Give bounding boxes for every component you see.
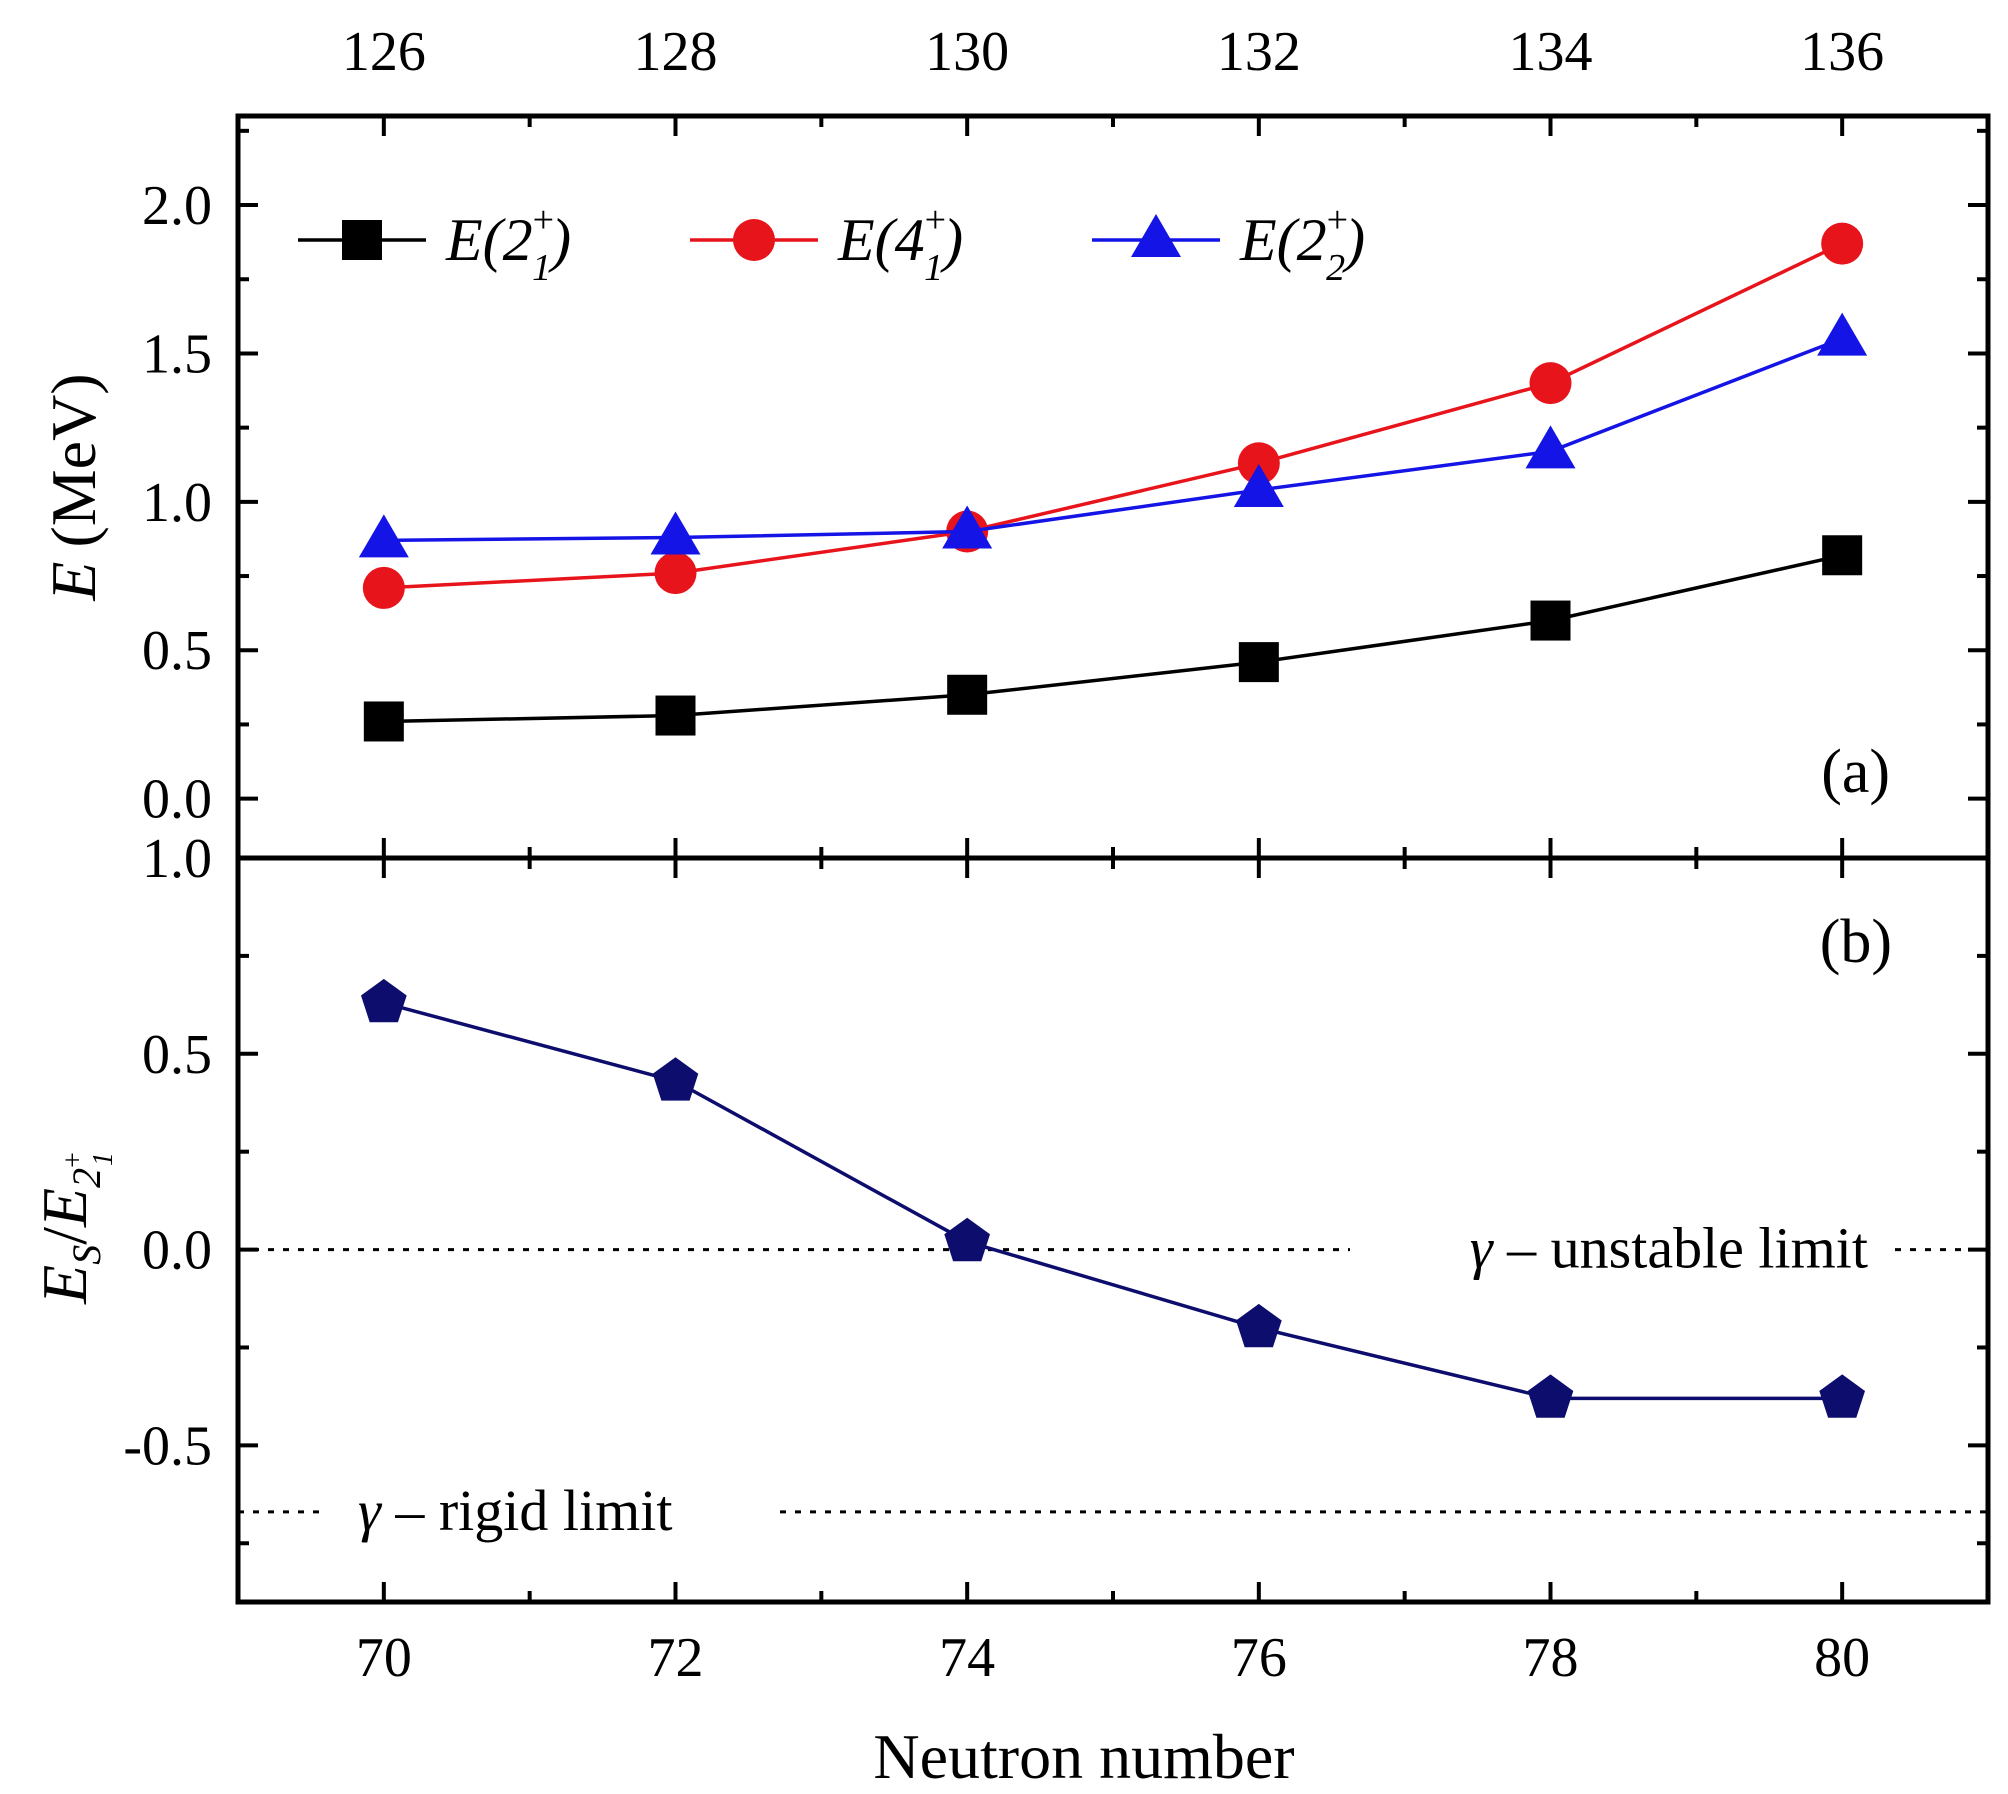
y-tick-label: 1.0: [142, 828, 212, 890]
panel-a: 0.0 0.5 1.0 1.5 2.0 126 128 130 132 134 136 (a) E(…: [38, 21, 1991, 861]
y-tick-label: 1.0: [142, 472, 212, 534]
x-tick-label: 80: [1814, 1627, 1870, 1689]
data-point-circle: [362, 566, 405, 609]
legend-marker-circle: [733, 219, 775, 261]
data-point-square: [655, 695, 696, 736]
top-x-tick-label: 136: [1800, 21, 1884, 83]
panel-b-series: [361, 978, 1865, 1418]
x-axis-title: Neutron number: [873, 1721, 1294, 1792]
panel-b-y-axis-title: ES/E2+1: [29, 1152, 119, 1305]
limit-text-rest: – rigid limit: [381, 1478, 673, 1543]
data-point-circle: [654, 552, 697, 595]
top-x-tick-label: 126: [342, 21, 426, 83]
legend-label-sub: 2: [1326, 247, 1345, 289]
limit-text-rest: – unstable limit: [1493, 1216, 1868, 1281]
data-point-triangle: [1525, 425, 1576, 469]
data-point-square: [1238, 642, 1279, 683]
data-point-circle: [1237, 442, 1280, 485]
data-point-pentagon: [652, 1057, 699, 1101]
gamma-unstable-label: γ – unstable limit: [1470, 1216, 1868, 1281]
legend-label-close: ): [548, 207, 571, 273]
data-point-pentagon: [1236, 1303, 1282, 1348]
y-tick-label: 1.5: [142, 323, 212, 385]
gamma-symbol: γ: [1470, 1216, 1495, 1281]
series-line-circle: [383, 242, 1843, 590]
x-tick-label: 70: [356, 1627, 412, 1689]
y-tick-label: 0.0: [142, 1220, 212, 1282]
legend-label-sup: +: [925, 199, 946, 241]
data-point-triangle: [650, 511, 701, 555]
x-tick-label: 72: [648, 1627, 704, 1689]
series-line-pentagon: [383, 1001, 1843, 1401]
panel-b-tick-labels: -0.5 0.0 0.5 1.0 70 72 74 76 78 80: [123, 828, 1870, 1689]
data-point-triangle: [942, 505, 993, 549]
top-x-tick-label: 134: [1509, 21, 1593, 83]
x-tick-label: 74: [939, 1627, 995, 1689]
legend-label-close: ): [1342, 207, 1365, 273]
legend-marker-square: [342, 220, 382, 260]
x-tick-label: 78: [1523, 1627, 1579, 1689]
legend-label-base: E(2: [445, 207, 533, 273]
legend-label-base: E(2: [1239, 207, 1327, 273]
data-point-square: [1822, 535, 1863, 576]
y-tick-label: 0.5: [142, 1024, 212, 1086]
data-point-circle: [1821, 222, 1864, 265]
panel-b-ticks: [238, 856, 1988, 1602]
legend-marker-triangle: [1131, 214, 1181, 257]
panel-a-ticks: [238, 116, 1988, 858]
data-point-pentagon: [361, 978, 407, 1023]
panel-a-series: [358, 222, 1868, 742]
panel-a-y-axis-title: E(MeV): [38, 373, 109, 601]
data-point-pentagon: [944, 1217, 990, 1262]
panel-b-tag: (b): [1820, 908, 1892, 976]
y-tick-label: 0.0: [142, 769, 212, 831]
top-x-tick-label: 130: [925, 21, 1009, 83]
data-point-triangle: [1233, 463, 1284, 507]
gamma-symbol: γ: [358, 1478, 383, 1543]
legend-label-close: ): [940, 207, 963, 273]
legend-label-square: E(2+ 1): [445, 199, 571, 289]
panel-a-tick-labels: 0.0 0.5 1.0 1.5 2.0 126 128 130 132 134 136: [142, 21, 1884, 831]
legend-label-sup: +: [533, 199, 554, 241]
panel-a-tag: (a): [1821, 738, 1890, 806]
top-x-tick-label: 128: [634, 21, 718, 83]
legend-label-sup: +: [1327, 199, 1348, 241]
data-point-circle: [1529, 362, 1572, 405]
legend-label-triangle: E(2+ 2): [1239, 199, 1365, 289]
legend-label-sub: 1: [532, 247, 551, 289]
series-line-triangle: [383, 336, 1843, 543]
legend-label-sub: 1: [924, 247, 943, 289]
data-point-pentagon: [1527, 1374, 1574, 1418]
top-x-tick-label: 132: [1217, 21, 1301, 83]
x-tick-label: 76: [1231, 1627, 1287, 1689]
data-point-pentagon: [1819, 1374, 1865, 1418]
panel-a-legend: E(2+ 1) E(4+ 1) E(2+ 2): [298, 199, 1365, 289]
data-point-square: [947, 674, 988, 715]
y-tick-label: -0.5: [123, 1415, 212, 1477]
y-tick-label: 0.5: [142, 620, 212, 682]
gamma-rigid-label: γ – rigid limit: [358, 1478, 672, 1543]
legend-label-circle: E(4+ 1): [837, 199, 963, 289]
y-tick-label: 2.0: [142, 175, 212, 237]
data-point-triangle: [358, 514, 409, 558]
data-point-square: [1530, 600, 1571, 641]
data-point-triangle: [1817, 312, 1868, 356]
legend-label-base: E(4: [837, 207, 925, 273]
series-line-square: [383, 553, 1843, 724]
data-point-square: [363, 701, 404, 742]
